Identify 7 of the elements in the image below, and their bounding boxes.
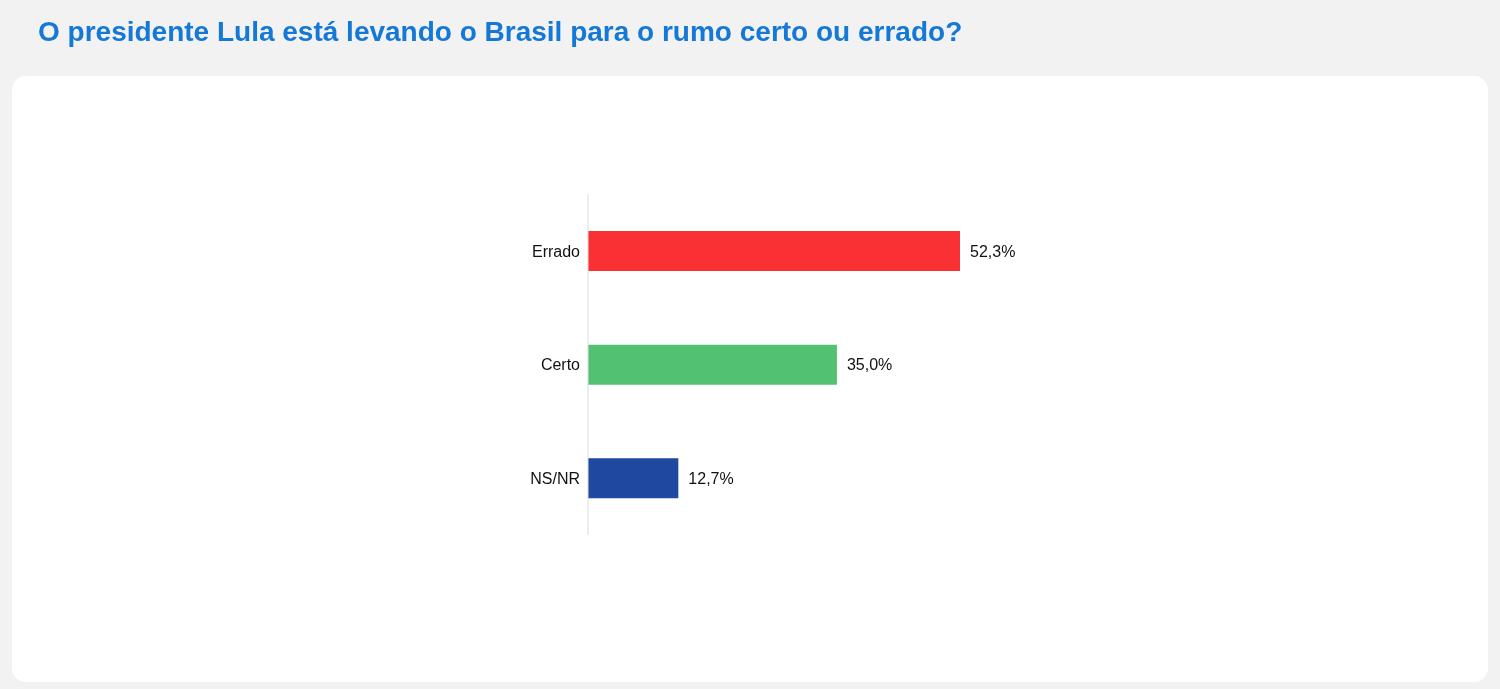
data-label: 12,7% — [688, 470, 734, 488]
data-label: 52,3% — [970, 242, 1016, 260]
data-label: 35,0% — [846, 356, 893, 374]
chart-title: O presidente Lula está levando o Brasil para o rumo certo ou errado? — [38, 16, 963, 48]
y-tick-label: Certo — [540, 356, 581, 374]
y-tick-label: Errado — [531, 242, 581, 260]
y-tick-label: NS/NR — [530, 469, 580, 487]
